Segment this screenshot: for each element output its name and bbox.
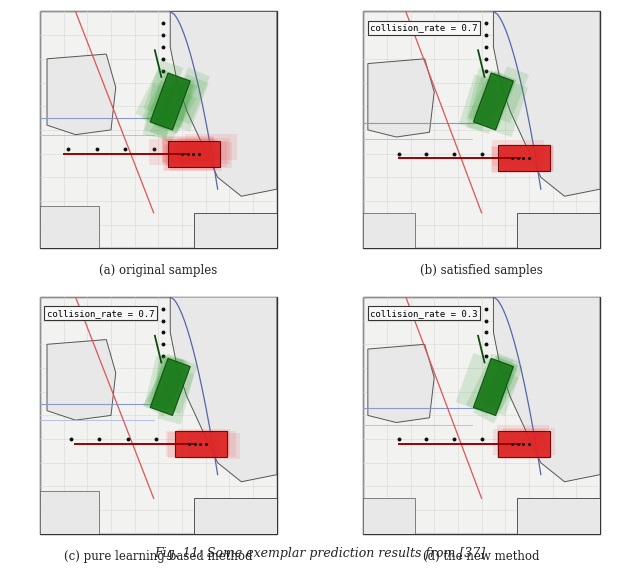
Polygon shape [175,141,227,167]
Polygon shape [185,134,237,160]
Polygon shape [148,355,184,412]
Polygon shape [474,73,513,130]
Polygon shape [145,73,191,130]
Polygon shape [502,146,554,172]
Polygon shape [178,429,230,455]
Text: Fig. 11: Some exemplar prediction results from [37]: Fig. 11: Some exemplar prediction result… [154,546,486,560]
Polygon shape [162,136,214,162]
Polygon shape [500,431,552,457]
Polygon shape [153,356,183,411]
Polygon shape [40,491,99,534]
Polygon shape [466,359,511,416]
Polygon shape [479,353,520,410]
Polygon shape [163,146,215,171]
Polygon shape [180,142,232,168]
Polygon shape [143,83,176,139]
Polygon shape [517,498,600,534]
Polygon shape [144,356,179,412]
Polygon shape [472,70,516,127]
Text: (d) the new method: (d) the new method [423,550,540,563]
Polygon shape [475,356,517,413]
Polygon shape [163,139,215,165]
Polygon shape [489,80,528,137]
Polygon shape [150,87,196,143]
Text: collision_rate = 0.7: collision_rate = 0.7 [370,23,477,33]
Polygon shape [363,213,415,248]
Polygon shape [162,137,214,163]
Polygon shape [498,431,550,457]
Polygon shape [150,73,190,130]
Polygon shape [168,75,209,132]
Text: (b) satisfied samples: (b) satisfied samples [420,264,543,278]
Polygon shape [170,297,277,482]
Polygon shape [47,340,116,420]
Polygon shape [466,77,504,134]
Polygon shape [491,146,543,172]
Polygon shape [492,140,544,166]
Text: collision_rate = 0.7: collision_rate = 0.7 [47,309,154,318]
Polygon shape [368,59,434,137]
Polygon shape [170,145,222,171]
Polygon shape [488,66,529,123]
Polygon shape [135,67,180,124]
Polygon shape [188,433,240,459]
Polygon shape [497,432,549,458]
Polygon shape [47,54,116,135]
Polygon shape [175,431,227,457]
Polygon shape [476,72,516,129]
Polygon shape [168,140,220,167]
Polygon shape [179,138,230,164]
Polygon shape [40,206,99,248]
Polygon shape [517,213,600,248]
Polygon shape [474,359,513,416]
Polygon shape [368,344,434,423]
Polygon shape [497,433,549,459]
Polygon shape [492,147,545,173]
Polygon shape [168,432,220,459]
Polygon shape [177,431,228,456]
Polygon shape [500,146,552,172]
Polygon shape [473,367,519,424]
Polygon shape [143,60,183,117]
Polygon shape [166,431,218,457]
Polygon shape [141,72,186,129]
Text: collision_rate = 0.3: collision_rate = 0.3 [370,309,477,318]
Polygon shape [497,425,549,451]
Polygon shape [184,431,237,457]
Polygon shape [474,359,518,416]
Polygon shape [467,68,502,124]
Text: (a) original samples: (a) original samples [99,264,218,278]
Polygon shape [143,360,189,417]
Polygon shape [194,498,277,534]
Polygon shape [166,139,218,166]
Polygon shape [168,67,210,124]
Polygon shape [151,355,187,411]
Polygon shape [493,297,600,482]
Text: (c) pure learning-based method: (c) pure learning-based method [64,550,253,563]
Polygon shape [493,429,545,456]
Polygon shape [147,353,189,411]
Polygon shape [165,144,218,170]
Polygon shape [194,213,277,248]
Polygon shape [468,70,512,127]
Polygon shape [154,77,195,134]
Polygon shape [498,145,550,171]
Polygon shape [477,353,514,410]
Polygon shape [149,139,202,165]
Polygon shape [170,11,277,196]
Polygon shape [456,353,496,410]
Polygon shape [500,144,553,170]
Polygon shape [483,359,523,416]
Polygon shape [156,76,198,134]
Polygon shape [493,11,600,196]
Polygon shape [459,74,497,131]
Polygon shape [144,80,183,137]
Polygon shape [150,359,190,416]
Polygon shape [158,357,198,414]
Polygon shape [502,428,555,455]
Polygon shape [363,498,415,534]
Polygon shape [158,368,194,425]
Polygon shape [157,74,195,131]
